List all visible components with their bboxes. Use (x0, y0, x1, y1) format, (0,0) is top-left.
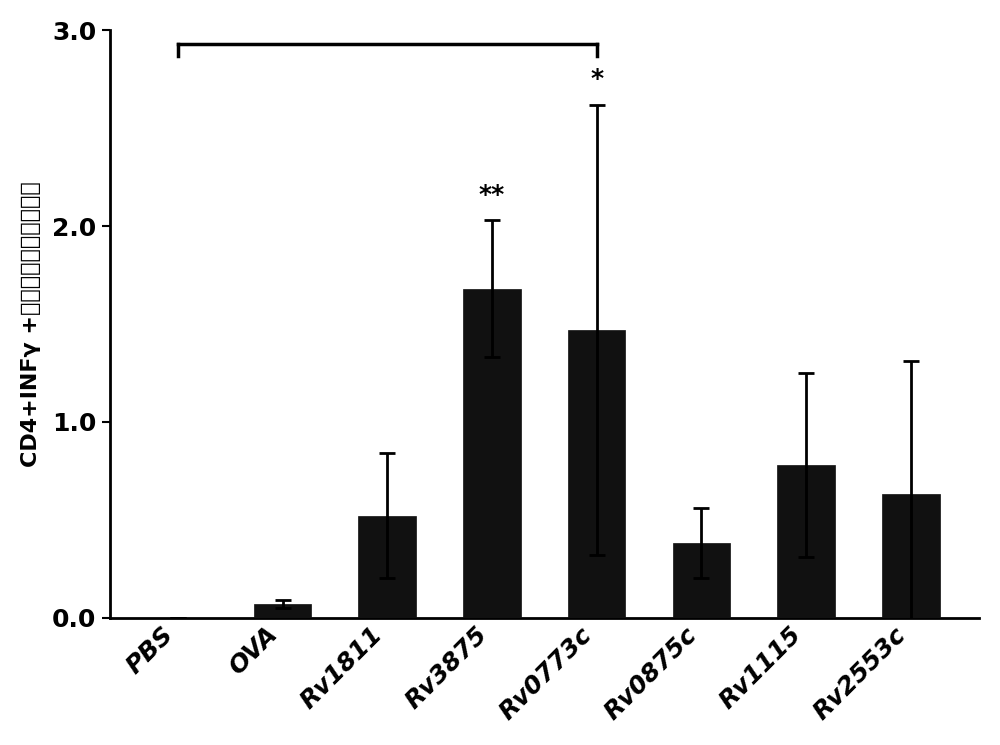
Bar (673, 543, 730, 618)
Bar (568, 330, 625, 618)
Bar (882, 494, 940, 618)
Bar (463, 289, 521, 618)
Text: **: ** (479, 183, 505, 206)
Bar (777, 465, 835, 618)
Bar (254, 604, 311, 618)
Text: *: * (590, 67, 603, 91)
Bar (358, 516, 416, 618)
Y-axis label: CD4+INFγ +细胞占总细胞数百分比: CD4+INFγ +细胞占总细胞数百分比 (21, 181, 41, 467)
